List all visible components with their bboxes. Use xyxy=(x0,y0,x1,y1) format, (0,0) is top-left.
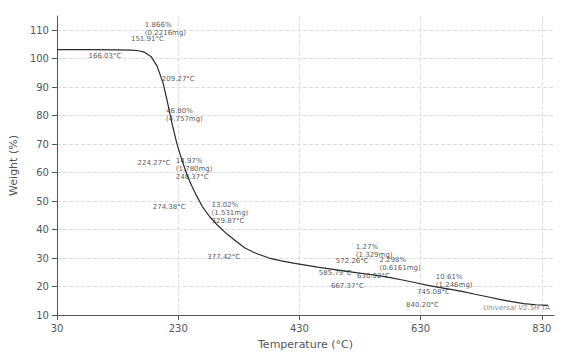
svg-text:630.92°C: 630.92°C xyxy=(357,272,390,280)
svg-text:209.27°C: 209.27°C xyxy=(162,75,195,83)
svg-text:60: 60 xyxy=(36,167,49,178)
svg-text:Universal V2.5H TA: Universal V2.5H TA xyxy=(483,303,550,312)
svg-text:151.91°C: 151.91°C xyxy=(130,35,164,44)
svg-text:(1.246mg): (1.246mg) xyxy=(435,281,473,290)
svg-text:14.97%: 14.97% xyxy=(176,157,203,165)
svg-text:840.20°C: 840.20°C xyxy=(406,301,439,309)
svg-text:745.08°C: 745.08°C xyxy=(417,288,450,296)
svg-text:(1.780mg): (1.780mg) xyxy=(176,165,213,173)
svg-text:830: 830 xyxy=(532,323,551,334)
svg-text:10: 10 xyxy=(36,310,49,321)
svg-text:329.87°C: 329.87°C xyxy=(212,217,245,225)
svg-text:40: 40 xyxy=(36,224,49,235)
svg-text:(0.2216mg): (0.2216mg) xyxy=(145,29,186,37)
svg-text:10.61%: 10.61% xyxy=(436,273,463,281)
svg-text:70: 70 xyxy=(36,139,49,150)
svg-text:(1.531mg): (1.531mg) xyxy=(212,209,249,217)
svg-text:166.03°C: 166.03°C xyxy=(89,52,122,60)
svg-text:(1.329mg): (1.329mg) xyxy=(355,251,393,260)
svg-text:377.42°C: 377.42°C xyxy=(207,253,240,261)
svg-text:90: 90 xyxy=(36,82,49,93)
svg-text:274.38°C: 274.38°C xyxy=(153,203,186,211)
svg-text:80: 80 xyxy=(36,110,49,121)
svg-text:50: 50 xyxy=(36,196,49,207)
svg-text:Temperature (°C): Temperature (°C) xyxy=(257,338,353,351)
svg-text:630: 630 xyxy=(411,323,430,334)
svg-text:(0.6161mg): (0.6161mg) xyxy=(379,264,420,272)
svg-text:667.37°C: 667.37°C xyxy=(331,282,364,290)
svg-text:20: 20 xyxy=(36,281,49,292)
svg-text:13.02%: 13.02% xyxy=(212,201,239,209)
svg-text:248.37°C: 248.37°C xyxy=(176,173,209,181)
svg-text:46.80%: 46.80% xyxy=(166,107,193,115)
svg-text:230: 230 xyxy=(169,323,188,334)
svg-text:224.27°C: 224.27°C xyxy=(138,159,171,167)
svg-text:585.79°C: 585.79°C xyxy=(319,269,352,277)
svg-text:30: 30 xyxy=(51,323,64,334)
svg-text:430: 430 xyxy=(290,323,309,334)
svg-text:1.866%: 1.866% xyxy=(145,21,172,29)
svg-text:30: 30 xyxy=(36,253,49,264)
svg-text:1.27%: 1.27% xyxy=(356,243,379,251)
svg-text:110: 110 xyxy=(30,25,49,36)
svg-text:Weight (%): Weight (%) xyxy=(7,135,20,196)
svg-text:(4.757mg): (4.757mg) xyxy=(166,115,203,123)
svg-text:2.298%: 2.298% xyxy=(379,256,406,264)
svg-text:572.26°C: 572.26°C xyxy=(336,257,369,265)
svg-text:100: 100 xyxy=(30,53,49,64)
